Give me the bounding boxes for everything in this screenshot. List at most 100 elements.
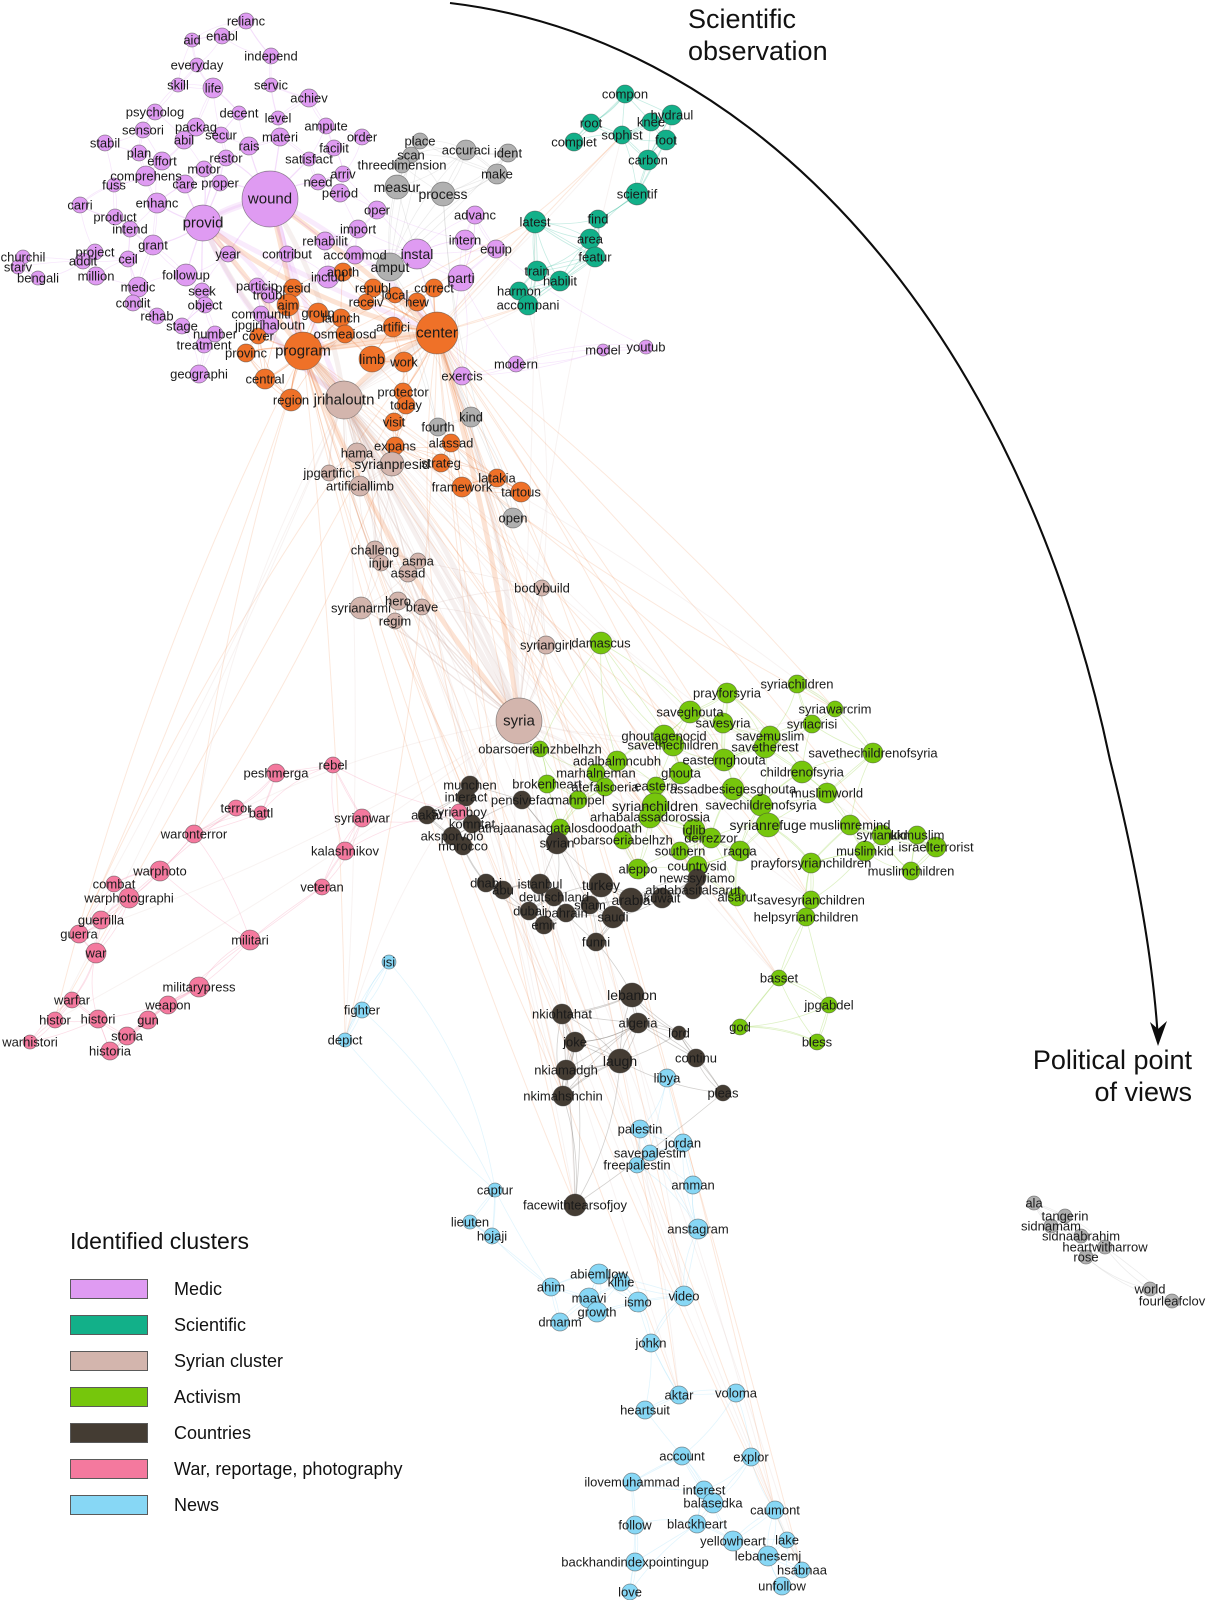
graph-node[interactable] — [86, 266, 106, 286]
graph-node[interactable] — [556, 903, 576, 923]
graph-node[interactable] — [601, 905, 625, 929]
graph-node[interactable] — [638, 805, 662, 829]
graph-node[interactable] — [596, 343, 610, 357]
graph-node[interactable] — [173, 317, 191, 335]
graph-node[interactable] — [301, 151, 317, 167]
graph-node[interactable] — [551, 1003, 573, 1025]
graph-node[interactable] — [69, 924, 89, 944]
graph-node[interactable] — [63, 991, 81, 1009]
graph-node[interactable] — [612, 125, 632, 145]
graph-node[interactable] — [618, 887, 644, 913]
graph-node[interactable] — [564, 1031, 586, 1053]
graph-node[interactable] — [721, 777, 745, 801]
graph-node[interactable] — [529, 873, 551, 895]
graph-node[interactable] — [871, 824, 893, 846]
graph-node[interactable] — [346, 442, 368, 464]
graph-node[interactable] — [384, 412, 404, 432]
graph-node[interactable] — [802, 714, 822, 734]
graph-node[interactable] — [196, 296, 214, 314]
graph-node[interactable] — [595, 777, 615, 797]
graph-node[interactable] — [517, 294, 539, 316]
graph-node[interactable] — [925, 836, 947, 858]
graph-node[interactable] — [826, 700, 844, 718]
graph-node[interactable] — [447, 264, 475, 292]
graph-node[interactable] — [586, 1301, 608, 1323]
graph-node[interactable] — [393, 351, 415, 373]
graph-node[interactable] — [729, 840, 751, 862]
graph-node[interactable] — [270, 110, 286, 126]
graph-node[interactable] — [212, 126, 230, 144]
graph-node[interactable] — [118, 887, 140, 909]
graph-node[interactable] — [105, 875, 123, 893]
graph-node[interactable] — [349, 596, 373, 620]
graph-node[interactable] — [441, 433, 461, 453]
graph-node[interactable] — [541, 1277, 561, 1297]
graph-node[interactable] — [820, 996, 838, 1014]
graph-node[interactable] — [486, 163, 508, 185]
graph-node[interactable] — [526, 260, 548, 282]
graph-node[interactable] — [324, 756, 342, 774]
graph-node[interactable] — [106, 177, 122, 193]
graph-node[interactable] — [278, 245, 296, 263]
graph-node[interactable] — [686, 1048, 706, 1068]
graph-node[interactable] — [793, 1561, 811, 1579]
graph-node[interactable] — [487, 468, 507, 488]
graph-node[interactable] — [641, 1144, 659, 1162]
graph-node[interactable] — [770, 969, 788, 987]
graph-node[interactable] — [607, 1048, 633, 1074]
graph-node[interactable] — [88, 1009, 108, 1029]
graph-node[interactable] — [174, 263, 198, 287]
graph-node[interactable] — [388, 591, 408, 611]
graph-node[interactable] — [753, 735, 777, 759]
graph-node[interactable] — [552, 1085, 574, 1107]
graph-node[interactable] — [563, 1193, 587, 1217]
graph-node[interactable] — [702, 1492, 724, 1514]
graph-node[interactable] — [901, 861, 921, 881]
graph-node[interactable] — [498, 143, 518, 163]
graph-node[interactable] — [384, 174, 410, 200]
graph-node[interactable] — [670, 841, 690, 861]
graph-node[interactable] — [349, 475, 371, 497]
graph-node[interactable] — [712, 748, 736, 772]
graph-node[interactable] — [146, 192, 168, 214]
graph-node[interactable] — [483, 1227, 501, 1245]
graph-node[interactable] — [531, 740, 549, 758]
graph-node[interactable] — [158, 995, 178, 1015]
graph-node[interactable] — [189, 57, 205, 73]
graph-node[interactable] — [455, 139, 477, 161]
graph-node[interactable] — [1057, 1208, 1073, 1224]
graph-node[interactable] — [335, 841, 355, 861]
graph-node[interactable] — [661, 733, 685, 757]
graph-node[interactable] — [627, 858, 649, 880]
graph-node[interactable] — [411, 132, 429, 150]
graph-node[interactable] — [683, 880, 703, 900]
graph-node[interactable] — [175, 174, 195, 194]
graph-node[interactable] — [487, 1182, 503, 1198]
graph-node[interactable] — [353, 128, 371, 146]
graph-node[interactable] — [217, 149, 235, 167]
graph-node[interactable] — [348, 219, 368, 239]
graph-node[interactable] — [206, 325, 224, 343]
graph-node[interactable] — [379, 451, 405, 477]
graph-node[interactable] — [586, 763, 606, 783]
graph-node[interactable] — [637, 149, 659, 171]
graph-node[interactable] — [615, 84, 635, 104]
graph-node[interactable] — [452, 366, 472, 386]
graph-node[interactable] — [800, 852, 822, 874]
graph-node[interactable] — [335, 324, 355, 344]
graph-node[interactable] — [184, 824, 204, 844]
graph-node[interactable] — [331, 308, 351, 328]
graph-node[interactable] — [586, 932, 606, 952]
graph-node[interactable] — [188, 976, 210, 998]
graph-node[interactable] — [507, 355, 525, 373]
graph-node[interactable] — [413, 598, 431, 616]
graph-node[interactable] — [299, 88, 319, 108]
graph-node[interactable] — [453, 836, 473, 856]
graph-node[interactable] — [71, 196, 89, 214]
graph-node[interactable] — [85, 942, 107, 964]
graph-node[interactable] — [651, 887, 673, 909]
graph-node[interactable] — [862, 742, 884, 764]
graph-node[interactable] — [619, 982, 645, 1008]
graph-node[interactable] — [630, 1119, 650, 1139]
graph-node[interactable] — [635, 1400, 655, 1420]
